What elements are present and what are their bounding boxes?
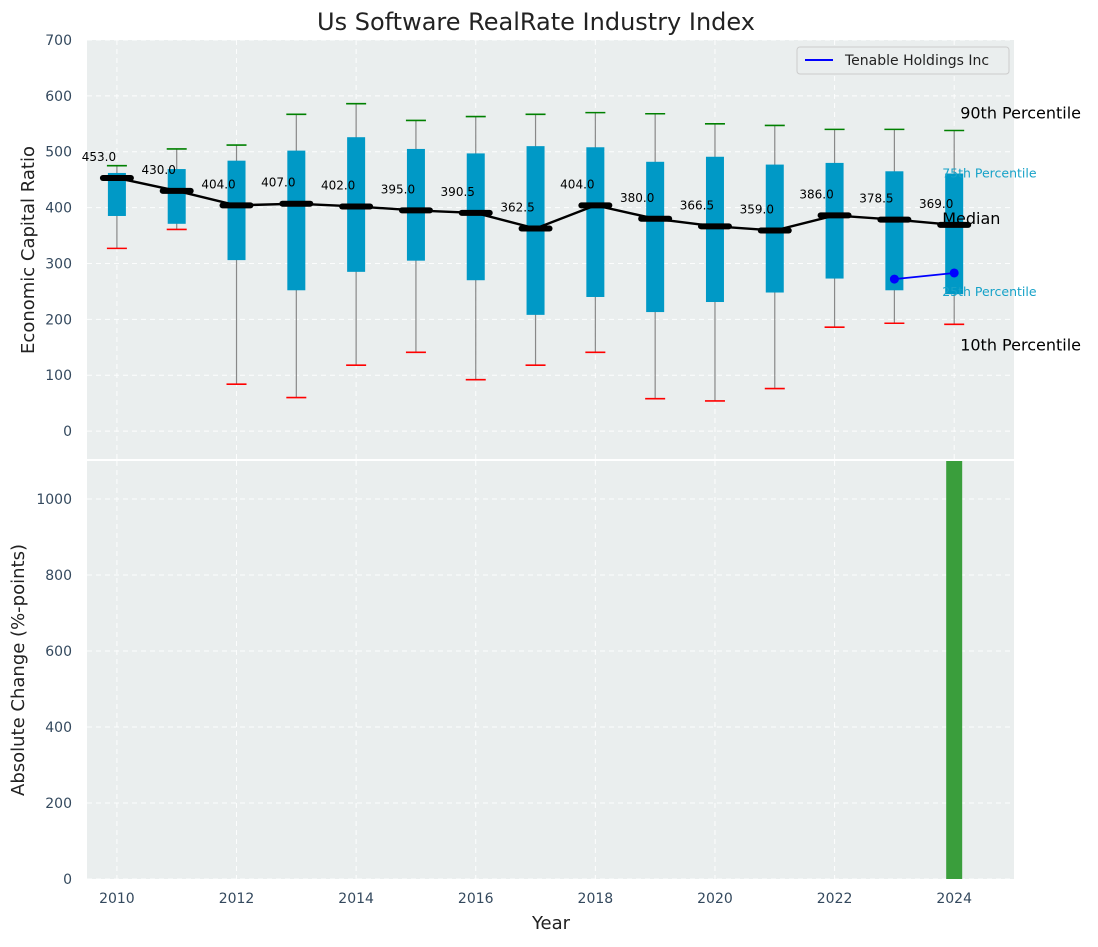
annotation-p25: 25th Percentile	[942, 284, 1037, 299]
top-y-tick-label: 700	[45, 33, 72, 49]
median-value-label: 359.0	[740, 203, 774, 217]
iqr-box	[586, 147, 605, 297]
bottom-y-axis-label: Absolute Change (%-points)	[8, 544, 29, 796]
median-value-label: 390.5	[441, 185, 475, 199]
bottom-y-tick-label: 1000	[36, 492, 72, 508]
iqr-box	[705, 156, 724, 303]
top-y-tick-label: 0	[63, 424, 72, 440]
median-value-label: 404.0	[201, 177, 235, 191]
median-value-label: 362.5	[500, 201, 534, 215]
box-plot-boxes	[106, 102, 965, 402]
top-y-tick-label: 100	[45, 368, 72, 384]
chart-legend: Tenable Holdings Inc	[796, 46, 1010, 75]
median-trend-line	[99, 174, 972, 234]
top-y-tick-labels: 0 100 200 300 400 500 600 700	[45, 33, 72, 440]
bottom-y-tick-label: 600	[45, 644, 72, 660]
annotation-median: Median	[942, 209, 1000, 228]
legend-box	[796, 46, 1010, 75]
median-value-label: 380.0	[620, 191, 654, 205]
median-value-label: 378.5	[859, 192, 893, 206]
median-value-label: 402.0	[321, 178, 355, 192]
x-tick-label: 2024	[936, 891, 972, 907]
median-value-label: 453.0	[82, 150, 116, 164]
top-y-tick-label: 300	[45, 256, 72, 272]
top-plot-background	[87, 40, 1014, 459]
chart-title: Us Software RealRate Industry Index	[317, 8, 755, 36]
change-bar	[946, 461, 963, 879]
iqr-box	[406, 148, 425, 261]
company-polyline	[894, 272, 955, 281]
median-value-labels: 453.0 430.0 404.0 407.0 402.0 395.0 390.5 362.5…	[82, 150, 954, 217]
x-tick-label: 2012	[219, 891, 255, 907]
x-tick-label: 2020	[697, 891, 733, 907]
median-value-label: 404.0	[560, 177, 594, 191]
bottom-plot-background	[87, 461, 1014, 879]
median-value-label: 366.5	[680, 198, 714, 212]
bottom-y-tick-label: 400	[45, 720, 72, 736]
top-y-tick-label: 500	[45, 145, 72, 161]
x-tick-label: 2022	[817, 891, 853, 907]
x-tick-label: 2018	[578, 891, 614, 907]
company-point	[949, 268, 959, 278]
iqr-box	[945, 173, 964, 295]
iqr-box	[885, 171, 904, 291]
x-axis-label: Year	[531, 913, 571, 934]
x-tick-label: 2010	[99, 891, 135, 907]
top-y-tick-label: 400	[45, 201, 72, 217]
x-tick-label: 2016	[458, 891, 494, 907]
iqr-box	[287, 150, 306, 291]
iqr-box	[646, 161, 665, 313]
median-value-label: 430.0	[142, 163, 176, 177]
legend-label-tenable: Tenable Holdings Inc	[844, 53, 989, 69]
bottom-y-tick-label: 200	[45, 796, 72, 812]
iqr-box	[227, 160, 246, 261]
company-series-line	[889, 268, 959, 284]
iqr-box	[466, 153, 485, 281]
annotation-p10: 10th Percentile	[960, 335, 1081, 354]
bottom-y-tick-labels: 0 200 400 600 800 1000	[36, 492, 72, 888]
median-value-label: 395.0	[381, 182, 415, 196]
top-y-axis-label: Economic Capital Ratio	[18, 146, 39, 354]
company-point	[889, 274, 899, 284]
bar-series	[946, 461, 963, 879]
iqr-box	[107, 172, 126, 216]
median-value-label: 369.0	[919, 197, 953, 211]
percentile-annotations: 90th Percentile 75th Percentile Median 25th…	[942, 104, 1081, 355]
x-tick-label: 2014	[338, 891, 374, 907]
top-y-tick-label: 600	[45, 89, 72, 105]
top-y-tick-label: 200	[45, 312, 72, 328]
iqr-box	[825, 162, 844, 279]
iqr-box	[167, 169, 186, 224]
median-value-label: 386.0	[799, 187, 833, 201]
x-tick-labels: 2010 2012 2014 2016 2018 2020 2022 2024	[99, 891, 972, 907]
annotation-p75: 75th Percentile	[942, 166, 1037, 181]
bottom-y-tick-label: 800	[45, 568, 72, 584]
annotation-p90: 90th Percentile	[960, 104, 1081, 123]
top-panel: 0 100 200 300 400 500 600 700 453.0 430.0 404.0 40…	[18, 33, 1081, 459]
bottom-y-tick-label: 0	[63, 872, 72, 888]
median-value-label: 407.0	[261, 176, 295, 190]
